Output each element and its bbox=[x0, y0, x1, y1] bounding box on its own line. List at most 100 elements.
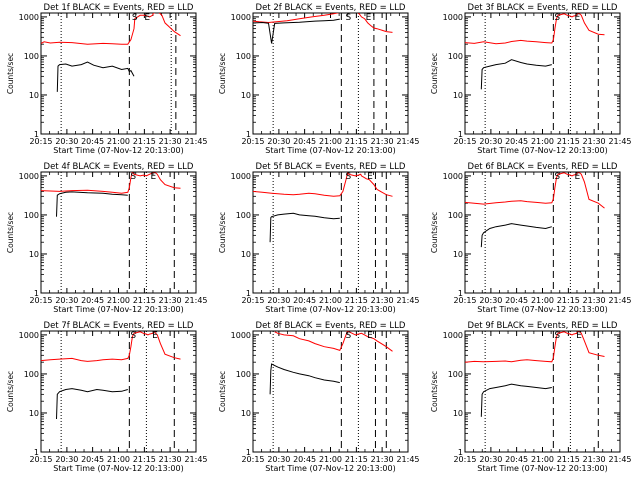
panel-det-2: Det 2f BLACK = Events, RED = LLD 1 10 100 10… bbox=[218, 3, 420, 155]
panel-title: Det 4f BLACK = Events, RED = LLD bbox=[44, 162, 194, 172]
x-tick-label: 20:15 bbox=[29, 137, 52, 146]
y-axis-label: Counts/sec bbox=[430, 371, 439, 412]
start-marker: S bbox=[345, 172, 351, 182]
x-tick-label: 21:30 bbox=[371, 296, 394, 305]
y-tick-label: 10 bbox=[241, 250, 251, 259]
lld-series-red bbox=[41, 331, 181, 362]
y-tick-label: 1 bbox=[246, 130, 251, 139]
x-tick-label: 20:45 bbox=[505, 296, 528, 305]
y-axis-label: Counts/sec bbox=[6, 212, 15, 253]
y-tick-label: 10 bbox=[29, 409, 39, 418]
plot-frame bbox=[40, 171, 197, 294]
y-tick-label: 1000 bbox=[231, 13, 251, 22]
end-marker: E bbox=[576, 331, 582, 341]
y-tick-label: 1000 bbox=[19, 172, 39, 181]
x-tick-label: 21:00 bbox=[531, 296, 554, 305]
x-tick-label: 21:15 bbox=[133, 296, 156, 305]
end-marker: E bbox=[575, 172, 581, 182]
plot-frame bbox=[40, 12, 197, 135]
panel-det-7: Det 7f BLACK = Events, RED = LLD 1 10 100 10… bbox=[6, 321, 208, 473]
y-axis-label: Counts/sec bbox=[430, 212, 439, 253]
x-tick-label: 20:15 bbox=[241, 455, 264, 464]
start-marker: S bbox=[130, 331, 136, 341]
y-tick-label: 100 bbox=[448, 370, 463, 379]
panel-title: Det 9f BLACK = Events, RED = LLD bbox=[468, 321, 618, 331]
series-group bbox=[41, 13, 181, 92]
events-series-black bbox=[480, 383, 552, 417]
x-tick-label: 20:30 bbox=[479, 137, 502, 146]
lld-series-red bbox=[465, 331, 605, 363]
y-tick-label: 1000 bbox=[231, 172, 251, 181]
y-tick-label: 10 bbox=[241, 91, 251, 100]
y-axis-label: Counts/sec bbox=[218, 212, 227, 253]
start-marker: S bbox=[554, 172, 560, 182]
y-tick-label: 1000 bbox=[443, 172, 463, 181]
x-tick-label: 20:30 bbox=[55, 137, 78, 146]
y-tick-label: 100 bbox=[24, 211, 39, 220]
end-marker: E bbox=[152, 331, 158, 341]
panel-title: Det 8f BLACK = Events, RED = LLD bbox=[256, 321, 406, 331]
x-tick-label: 20:30 bbox=[55, 455, 78, 464]
lld-series-red bbox=[41, 172, 181, 194]
series-group bbox=[253, 13, 393, 44]
series-group bbox=[269, 331, 393, 395]
x-tick-label: 21:15 bbox=[557, 137, 580, 146]
x-tick-label: 21:00 bbox=[319, 455, 342, 464]
y-tick-label: 100 bbox=[236, 52, 251, 61]
start-marker: S bbox=[132, 13, 138, 23]
x-tick-label: 20:15 bbox=[241, 296, 264, 305]
x-axis-label: Start Time (07-Nov-12 20:13:00) bbox=[477, 146, 607, 155]
series-group bbox=[465, 172, 605, 248]
x-tick-label: 20:15 bbox=[453, 455, 476, 464]
panel-det-6: Det 6f BLACK = Events, RED = LLD 1 10 100 10… bbox=[430, 162, 632, 314]
x-tick-label: 21:45 bbox=[608, 137, 631, 146]
x-tick-label: 21:00 bbox=[531, 455, 554, 464]
x-axis-label: Start Time (07-Nov-12 20:13:00) bbox=[265, 464, 395, 473]
events-series-black bbox=[480, 223, 552, 248]
y-tick-label: 1 bbox=[246, 289, 251, 298]
x-tick-label: 20:45 bbox=[81, 455, 104, 464]
x-tick-label: 21:45 bbox=[396, 137, 419, 146]
x-tick-label: 21:15 bbox=[345, 455, 368, 464]
x-tick-label: 21:45 bbox=[396, 455, 419, 464]
series-group bbox=[465, 13, 605, 90]
y-tick-label: 100 bbox=[236, 370, 251, 379]
y-axis-label: Counts/sec bbox=[6, 53, 15, 94]
end-marker: E bbox=[367, 172, 373, 182]
y-tick-label: 100 bbox=[24, 370, 39, 379]
y-axis-label: Counts/sec bbox=[218, 53, 227, 94]
y-tick-label: 1000 bbox=[231, 331, 251, 340]
events-series-black bbox=[269, 212, 340, 243]
events-series-black bbox=[56, 61, 135, 92]
events-series-black bbox=[56, 191, 128, 217]
y-axis-label: Counts/sec bbox=[430, 53, 439, 94]
end-marker: E bbox=[367, 331, 373, 341]
start-marker: S bbox=[345, 13, 351, 23]
start-marker: S bbox=[554, 331, 560, 341]
x-tick-label: 21:30 bbox=[159, 455, 182, 464]
x-tick-label: 20:15 bbox=[241, 137, 264, 146]
x-tick-label: 20:15 bbox=[453, 296, 476, 305]
x-tick-label: 20:45 bbox=[293, 296, 316, 305]
events-series-black bbox=[253, 18, 340, 44]
events-series-black bbox=[56, 388, 128, 420]
x-tick-label: 20:30 bbox=[267, 137, 290, 146]
y-tick-label: 1 bbox=[458, 130, 463, 139]
panel-det-1: Det 1f BLACK = Events, RED = LLD 1 10 100 10… bbox=[6, 3, 208, 155]
plot-frame bbox=[464, 12, 621, 135]
series-group bbox=[253, 172, 393, 243]
x-axis-label: Start Time (07-Nov-12 20:13:00) bbox=[265, 305, 395, 314]
x-tick-label: 21:45 bbox=[608, 296, 631, 305]
y-tick-label: 100 bbox=[448, 52, 463, 61]
x-tick-label: 21:45 bbox=[396, 296, 419, 305]
panel-det-9: Det 9f BLACK = Events, RED = LLD 1 10 100 10… bbox=[430, 321, 632, 473]
y-tick-label: 1 bbox=[458, 448, 463, 457]
panel-title: Det 5f BLACK = Events, RED = LLD bbox=[256, 162, 406, 172]
x-axis-label: Start Time (07-Nov-12 20:13:00) bbox=[53, 464, 183, 473]
y-tick-label: 100 bbox=[448, 211, 463, 220]
x-tick-label: 21:00 bbox=[531, 137, 554, 146]
panel-det-5: Det 5f BLACK = Events, RED = LLD 1 10 100 10… bbox=[218, 162, 420, 314]
y-tick-label: 100 bbox=[24, 52, 39, 61]
y-tick-label: 10 bbox=[29, 250, 39, 259]
lld-series-red bbox=[465, 172, 605, 209]
